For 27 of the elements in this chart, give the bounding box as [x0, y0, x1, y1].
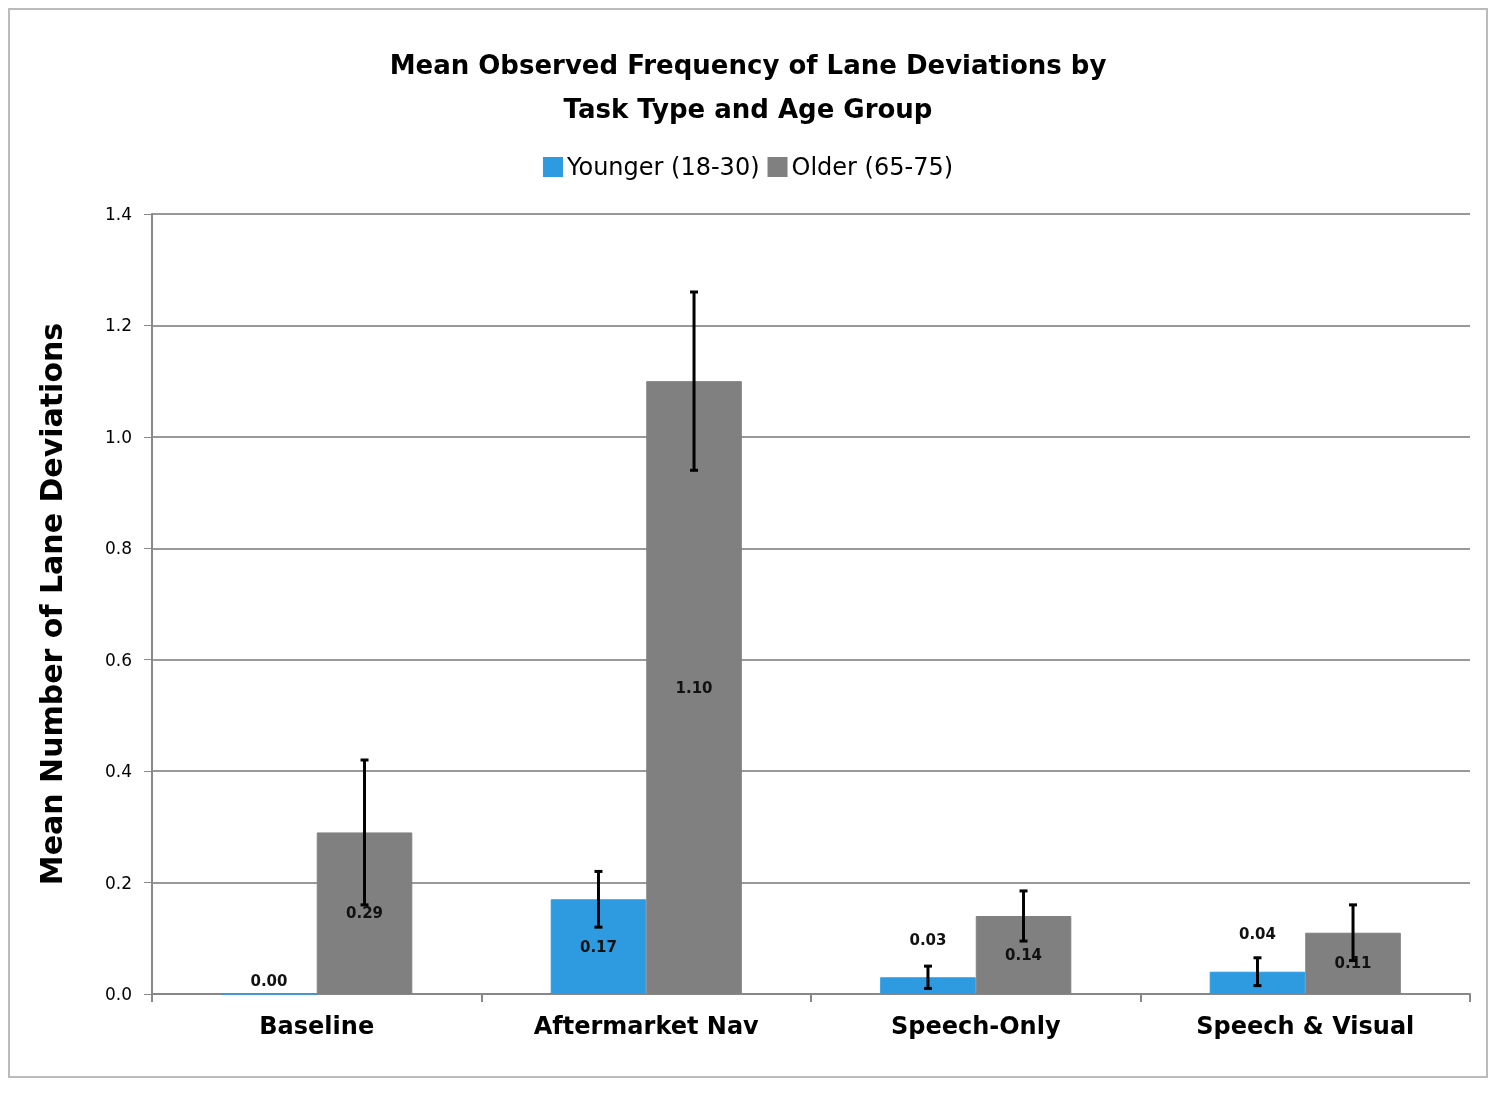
data-label: 0.11 [1334, 954, 1372, 973]
data-label: 0.03 [909, 930, 947, 949]
y-tick-label: 1.2 [104, 315, 132, 336]
data-label: 1.10 [675, 678, 713, 697]
x-tick-label: Speech & Visual [1196, 1012, 1415, 1040]
x-tick-label: Aftermarket Nav [533, 1012, 760, 1040]
bar [1209, 971, 1306, 994]
x-tick-label: Baseline [259, 1012, 375, 1040]
chart-title: Mean Observed Frequency of Lane Deviations by Task Type and Age Group [389, 50, 1107, 124]
x-tick-label: Speech-Only [890, 1012, 1061, 1040]
data-label: 0.04 [1238, 925, 1276, 944]
y-tick-label: 0.4 [104, 761, 132, 782]
y-tick-label: 0.6 [104, 649, 132, 670]
legend-label: Younger (18-30) [565, 153, 760, 181]
bar [880, 977, 976, 994]
data-label: 0.29 [346, 904, 384, 923]
y-tick-label: 1.0 [104, 426, 132, 447]
y-tick-label: 0.0 [104, 984, 132, 1004]
data-label: 0.00 [250, 972, 288, 990]
y-tick-label: 0.8 [104, 538, 132, 559]
y-tick-label: 0.2 [104, 872, 132, 893]
legend-label: Older (65-75) [791, 153, 954, 181]
bar [550, 899, 647, 994]
y-tick-label: 1.4 [104, 204, 132, 224]
data-label: 0.17 [579, 937, 617, 956]
y-axis-title: Mean Number of Lane Deviations [33, 322, 69, 886]
data-label: 0.14 [1005, 946, 1043, 964]
